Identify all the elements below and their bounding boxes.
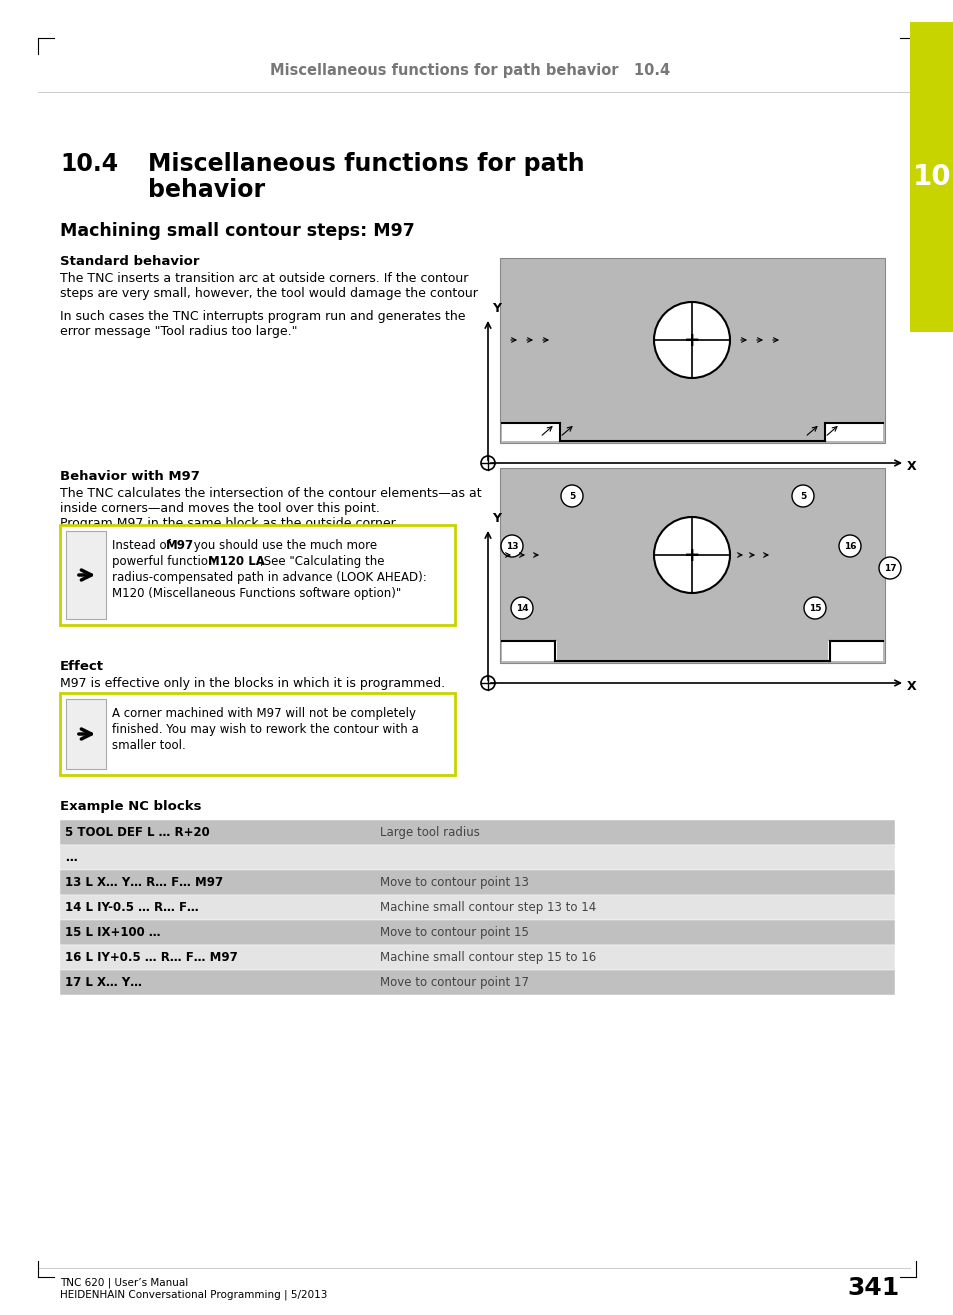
Bar: [60, 896, 894, 920]
Text: error message "Tool radius too large.": error message "Tool radius too large.": [60, 325, 297, 338]
Bar: [60, 821, 894, 846]
Text: 14: 14: [516, 604, 528, 613]
Circle shape: [791, 485, 813, 508]
Text: powerful function: powerful function: [112, 555, 219, 568]
Text: Move to contour point 13: Move to contour point 13: [379, 876, 528, 889]
Text: +: +: [683, 330, 700, 350]
Text: you should use the much more: you should use the much more: [190, 539, 376, 552]
Text: Example NC blocks: Example NC blocks: [60, 800, 201, 813]
Text: 17 L X… Y…: 17 L X… Y…: [65, 976, 142, 989]
Bar: [824, 423, 882, 441]
Text: smaller tool.: smaller tool.: [112, 739, 186, 752]
Circle shape: [803, 597, 825, 619]
Text: 14 L IY-0.5 … R… F…: 14 L IY-0.5 … R… F…: [65, 901, 198, 914]
Text: TNC 620 | User’s Manual: TNC 620 | User’s Manual: [60, 1278, 188, 1289]
Text: Behavior with M97: Behavior with M97: [60, 469, 200, 483]
Text: A corner machined with M97 will not be completely: A corner machined with M97 will not be c…: [112, 707, 416, 721]
Bar: [501, 640, 557, 661]
Text: Y: Y: [492, 512, 500, 525]
Text: Machine small contour step 13 to 14: Machine small contour step 13 to 14: [379, 901, 596, 914]
Text: 13: 13: [505, 542, 517, 551]
Bar: [60, 945, 894, 970]
Text: Effect: Effect: [60, 660, 104, 673]
Text: finished. You may wish to rework the contour with a: finished. You may wish to rework the con…: [112, 723, 418, 736]
Circle shape: [500, 535, 522, 558]
Bar: [60, 693, 455, 775]
Bar: [827, 640, 882, 661]
Text: In such cases the TNC interrupts program run and generates the: In such cases the TNC interrupts program…: [60, 310, 465, 323]
Circle shape: [654, 517, 729, 593]
Text: 341: 341: [847, 1276, 899, 1301]
Text: M120 LA: M120 LA: [208, 555, 265, 568]
Text: Standard behavior: Standard behavior: [60, 255, 199, 268]
Text: HEIDENHAIN Conversational Programming | 5/2013: HEIDENHAIN Conversational Programming | …: [60, 1290, 327, 1301]
Circle shape: [878, 558, 900, 579]
Text: 17: 17: [882, 564, 896, 572]
Text: 16: 16: [842, 542, 856, 551]
Bar: [909, 22, 953, 331]
Text: Y: Y: [492, 302, 500, 316]
Text: M97: M97: [166, 539, 193, 552]
Text: Move to contour point 17: Move to contour point 17: [379, 976, 529, 989]
Text: M97 is effective only in the blocks in which it is programmed.: M97 is effective only in the blocks in w…: [60, 677, 445, 690]
Text: Large tool radius: Large tool radius: [379, 826, 479, 839]
Circle shape: [480, 676, 495, 690]
Bar: [66, 531, 106, 619]
Text: Miscellaneous functions for path: Miscellaneous functions for path: [148, 153, 584, 176]
Bar: [499, 468, 884, 663]
Text: 5: 5: [568, 492, 575, 501]
Text: …: …: [65, 851, 76, 864]
Bar: [60, 525, 455, 625]
Text: ,See "Calculating the: ,See "Calculating the: [260, 555, 384, 568]
Text: X: X: [906, 459, 916, 472]
Text: M120 (Miscellaneous Functions software option)": M120 (Miscellaneous Functions software o…: [112, 586, 401, 600]
Circle shape: [560, 485, 582, 508]
Text: The TNC inserts a transition arc at outside corners. If the contour: The TNC inserts a transition arc at outs…: [60, 272, 468, 285]
Text: The TNC calculates the intersection of the contour elements—as at: The TNC calculates the intersection of t…: [60, 487, 481, 500]
Text: inside corners—and moves the tool over this point.: inside corners—and moves the tool over t…: [60, 502, 379, 515]
Circle shape: [838, 535, 861, 558]
Bar: [60, 846, 894, 871]
Bar: [66, 700, 106, 769]
Text: Instead of: Instead of: [112, 539, 174, 552]
Text: Machining small contour steps: M97: Machining small contour steps: M97: [60, 222, 415, 241]
Text: 10: 10: [912, 163, 950, 191]
Text: 15: 15: [808, 604, 821, 613]
Circle shape: [654, 302, 729, 377]
Text: 16 L IY+0.5 … R… F… M97: 16 L IY+0.5 … R… F… M97: [65, 951, 237, 964]
Text: Miscellaneous functions for path behavior   10.4: Miscellaneous functions for path behavio…: [270, 63, 669, 78]
Circle shape: [511, 597, 533, 619]
Text: Program M97 in the same block as the outside corner.: Program M97 in the same block as the out…: [60, 517, 398, 530]
Bar: [499, 258, 884, 443]
Bar: [501, 423, 559, 441]
Text: 15 L IX+100 …: 15 L IX+100 …: [65, 926, 160, 939]
Text: X: X: [906, 680, 916, 693]
Circle shape: [480, 456, 495, 469]
Text: 13 L X… Y… R… F… M97: 13 L X… Y… R… F… M97: [65, 876, 223, 889]
Text: behavior: behavior: [148, 178, 265, 203]
Bar: [60, 871, 894, 896]
Text: 5 TOOL DEF L … R+20: 5 TOOL DEF L … R+20: [65, 826, 210, 839]
Bar: [60, 970, 894, 995]
Text: 10.4: 10.4: [60, 153, 118, 176]
Text: +: +: [683, 546, 700, 564]
Text: steps are very small, however, the tool would damage the contour: steps are very small, however, the tool …: [60, 287, 477, 300]
Text: 5: 5: [799, 492, 805, 501]
Text: Machine small contour step 15 to 16: Machine small contour step 15 to 16: [379, 951, 596, 964]
Bar: [60, 920, 894, 945]
Text: radius-compensated path in advance (LOOK AHEAD):: radius-compensated path in advance (LOOK…: [112, 571, 426, 584]
Text: Move to contour point 15: Move to contour point 15: [379, 926, 528, 939]
